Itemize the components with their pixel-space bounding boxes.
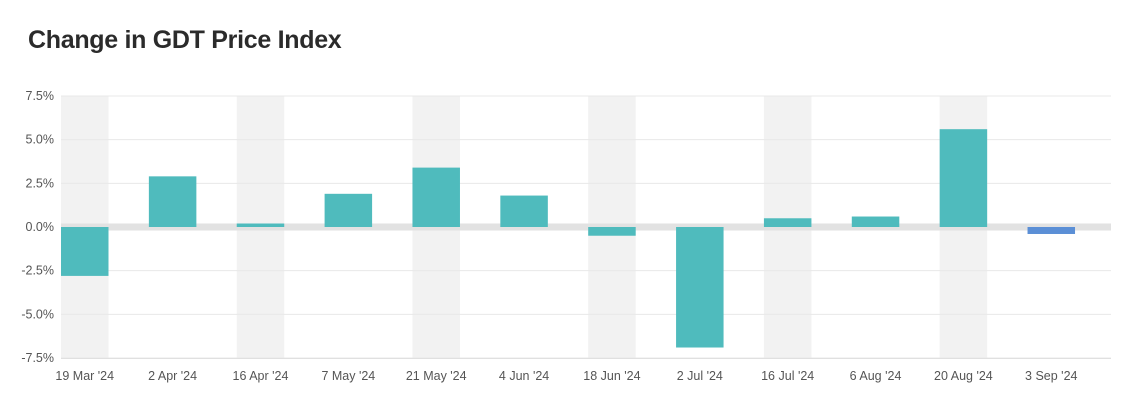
bar[interactable] [236, 223, 285, 227]
x-tick-label: 20 Aug '24 [934, 369, 993, 383]
x-axis-ticks: 19 Mar '24 2 Apr '24 16 Apr '24 7 May '24 21… [55, 369, 1077, 383]
bar[interactable] [851, 216, 900, 227]
bar[interactable] [676, 227, 724, 348]
x-tick-label: 7 May '24 [321, 369, 375, 383]
x-tick-label: 21 May '24 [406, 369, 467, 383]
bar[interactable] [939, 129, 988, 227]
x-tick-label: 3 Sep '24 [1025, 369, 1077, 383]
bar[interactable] [1027, 227, 1076, 234]
y-tick-label: 2.5% [26, 176, 55, 190]
y-tick-label: 5.0% [26, 133, 55, 147]
bar[interactable] [324, 193, 373, 227]
bar[interactable] [412, 167, 460, 227]
y-tick-label: 7.5% [26, 89, 55, 103]
y-tick-label: -5.0% [21, 307, 54, 321]
y-axis-ticks: 7.5% 5.0% 2.5% 0.0% -2.5% -5.0% -7.5% [21, 89, 54, 365]
x-tick-label: 6 Aug '24 [850, 369, 902, 383]
y-tick-label: -2.5% [21, 264, 54, 278]
bar[interactable] [588, 227, 636, 236]
y-tick-label: 0.0% [26, 220, 55, 234]
bar[interactable] [148, 176, 197, 227]
bar[interactable] [763, 218, 812, 227]
bar[interactable] [61, 227, 109, 276]
chart-title: Change in GDT Price Index [28, 26, 342, 54]
x-tick-label: 2 Jul '24 [677, 369, 723, 383]
bars [61, 129, 1076, 348]
y-tick-label: -7.5% [21, 351, 54, 365]
x-tick-label: 2 Apr '24 [148, 369, 197, 383]
x-tick-label: 16 Apr '24 [233, 369, 289, 383]
x-tick-label: 4 Jun '24 [499, 369, 549, 383]
bar[interactable] [500, 195, 548, 227]
x-tick-label: 16 Jul '24 [761, 369, 814, 383]
x-tick-label: 19 Mar '24 [55, 369, 114, 383]
x-tick-label: 18 Jun '24 [583, 369, 640, 383]
